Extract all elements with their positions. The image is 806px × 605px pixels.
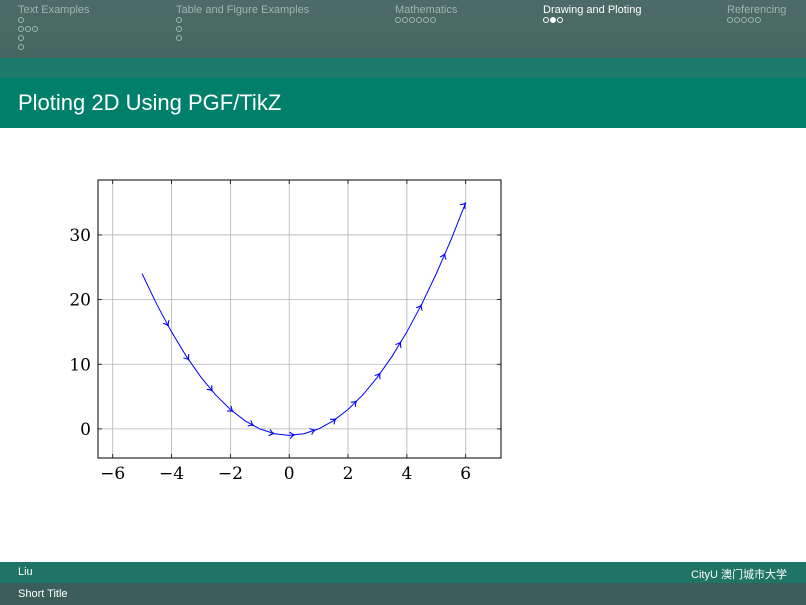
direction-arrowhead: [206, 385, 214, 392]
nav-section-label: Drawing and Ploting: [543, 4, 642, 16]
frame-dots-row: [176, 35, 309, 44]
x-tick-label: 6: [460, 464, 471, 484]
frame-dots-row: [18, 44, 90, 53]
direction-arrowhead: [289, 431, 296, 439]
arrowhead-shape: [163, 320, 170, 327]
x-tick-label: −4: [159, 464, 184, 484]
arrowhead-shape: [395, 341, 402, 349]
frame-dots-row: [727, 17, 786, 26]
frame-dot[interactable]: [409, 17, 415, 23]
arrowhead-shape: [309, 428, 316, 435]
frametitle-bar: Ploting 2D Using PGF/TikZ: [0, 78, 806, 128]
frame-dot[interactable]: [18, 44, 24, 50]
arrowhead-shape: [459, 202, 467, 209]
frame-dot[interactable]: [734, 17, 740, 23]
frame-dot[interactable]: [25, 26, 31, 32]
y-tick-label: 30: [69, 226, 91, 246]
arrowhead-shape: [416, 304, 423, 311]
frame-dot[interactable]: [416, 17, 422, 23]
y-tick-label: 10: [69, 355, 91, 375]
footer-author-institute-bar: Liu CityU 澳门城市大学: [0, 562, 806, 583]
nav-section-3[interactable]: Mathematics: [395, 4, 457, 26]
nav-section-label: Table and Figure Examples: [176, 4, 310, 16]
direction-arrowhead: [439, 253, 447, 260]
frame-dot[interactable]: [18, 35, 24, 41]
direction-arrowhead: [374, 372, 381, 380]
direction-arrowhead: [309, 428, 316, 435]
arrowhead-shape: [268, 429, 275, 437]
direction-arrowhead: [459, 202, 467, 209]
subsection-strip: [0, 58, 806, 78]
arrowhead-shape: [289, 431, 296, 439]
frame-dot[interactable]: [748, 17, 754, 23]
frame-dot[interactable]: [176, 26, 182, 32]
frame-dot[interactable]: [755, 17, 761, 23]
direction-arrowhead: [395, 341, 402, 349]
frame-dot[interactable]: [18, 17, 24, 23]
frame-dots-row: [18, 26, 90, 35]
nav-section-label: Text Examples: [18, 4, 90, 16]
x-tick-label: 4: [401, 464, 412, 484]
arrowhead-shape: [329, 418, 337, 425]
frame-dots-row: [543, 17, 641, 26]
direction-arrowhead: [183, 354, 190, 361]
x-tick-label: 2: [343, 464, 354, 484]
x-tick-label: −6: [100, 464, 125, 484]
frame-dot[interactable]: [18, 26, 24, 32]
frame-dots-row: [395, 17, 457, 26]
arrowhead-shape: [439, 253, 447, 260]
frame-dot[interactable]: [727, 17, 733, 23]
footer-author: Liu: [18, 566, 33, 578]
nav-section-4[interactable]: Drawing and Ploting: [543, 4, 641, 26]
frame-dot[interactable]: [176, 17, 182, 23]
direction-arrowhead: [329, 418, 337, 425]
arrowhead-shape: [350, 400, 358, 407]
nav-section-label: Referencing: [727, 4, 787, 16]
x-tick-label: −2: [218, 464, 243, 484]
frame-dot[interactable]: [395, 17, 401, 23]
arrowhead-shape: [206, 385, 214, 392]
nav-section-2[interactable]: Table and Figure Examples: [176, 4, 309, 44]
nav-section-label: Mathematics: [395, 4, 458, 16]
nav-section-5[interactable]: Referencing: [727, 4, 786, 26]
frame-dot[interactable]: [32, 26, 38, 32]
current-frame-dot[interactable]: [550, 17, 556, 23]
series-curve: [141, 202, 467, 436]
frame-dot[interactable]: [741, 17, 747, 23]
direction-arrowhead: [226, 405, 234, 413]
footer-short-title: Short Title: [18, 588, 68, 600]
direction-arrowhead: [247, 420, 255, 427]
arrowhead-shape: [183, 354, 190, 361]
frame-dot[interactable]: [176, 35, 182, 41]
y-tick-label: 20: [69, 291, 91, 311]
direction-arrowhead: [268, 429, 275, 437]
frame-dots-row: [18, 35, 90, 44]
arrowhead-shape: [374, 372, 381, 380]
direction-arrowhead: [350, 400, 358, 407]
arrowhead-shape: [226, 405, 234, 413]
y-tick-label: 0: [80, 420, 91, 440]
section-navigation-bar: Text Examples Table and Figure Examples Ma…: [0, 0, 806, 58]
frame-dot[interactable]: [543, 17, 549, 23]
nav-section-1[interactable]: Text Examples: [18, 4, 90, 53]
direction-arrowhead: [416, 304, 423, 311]
axis-frame: [97, 179, 502, 459]
frame-dots-row: [176, 17, 309, 26]
frame-dot[interactable]: [557, 17, 563, 23]
direction-arrowhead: [163, 320, 170, 327]
frame-title: Ploting 2D Using PGF/TikZ: [18, 90, 282, 115]
frame-dots-row: [176, 26, 309, 35]
frame-dot[interactable]: [402, 17, 408, 23]
x-tick-label: 0: [284, 464, 295, 484]
frame-dots-row: [18, 17, 90, 26]
frame-dot[interactable]: [423, 17, 429, 23]
footer-title-bar: Short Title: [0, 583, 806, 605]
frame-dot[interactable]: [430, 17, 436, 23]
arrowhead-shape: [247, 420, 255, 427]
footer-institute: CityU 澳门城市大学: [691, 569, 787, 581]
